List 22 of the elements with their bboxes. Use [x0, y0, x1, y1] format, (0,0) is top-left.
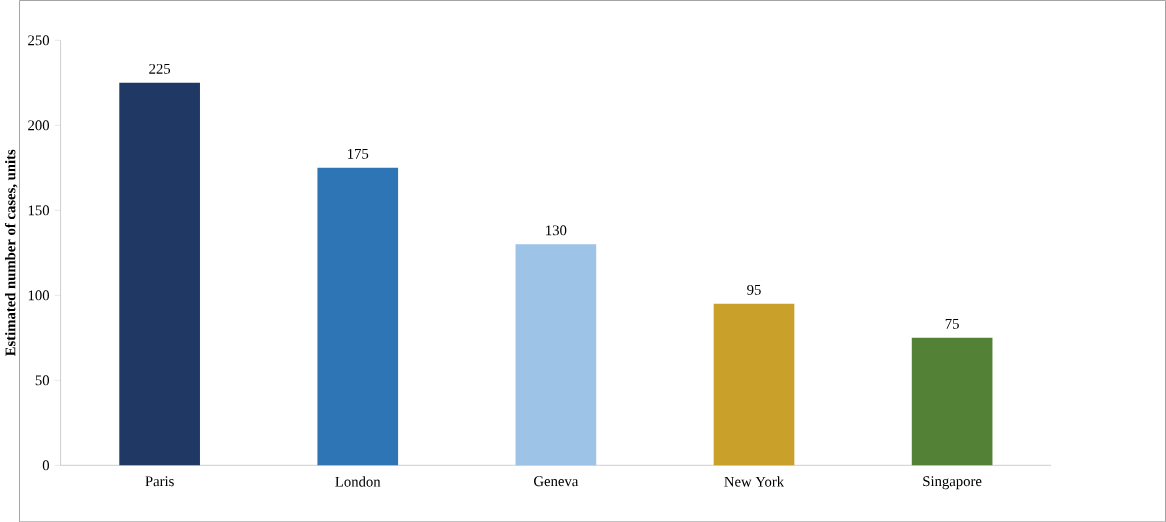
data-label: 75 — [945, 318, 959, 329]
bar — [515, 244, 597, 466]
y-tick-label: 100 — [28, 290, 50, 301]
y-axis-title: Estimated number of cases, units — [4, 149, 18, 356]
data-label: 95 — [747, 284, 761, 295]
bar — [317, 167, 399, 466]
y-tick-label: 50 — [35, 375, 50, 386]
bar — [713, 303, 795, 466]
x-tick-label: Paris — [145, 476, 174, 486]
x-tick-label: New York — [724, 476, 785, 487]
x-tick-label: London — [335, 476, 381, 487]
y-tick-label: 250 — [28, 35, 50, 46]
data-label: 225 — [149, 63, 171, 74]
data-label: 130 — [546, 225, 567, 236]
x-tick-label: Singapore — [923, 476, 982, 490]
bar — [119, 82, 200, 466]
data-label: 175 — [348, 148, 369, 159]
bar — [911, 337, 993, 466]
y-tick-label: 200 — [28, 120, 50, 131]
x-tick-label: Geneva — [534, 476, 579, 486]
y-tick-label: 150 — [28, 205, 50, 216]
y-tick-label: 0 — [42, 460, 50, 471]
